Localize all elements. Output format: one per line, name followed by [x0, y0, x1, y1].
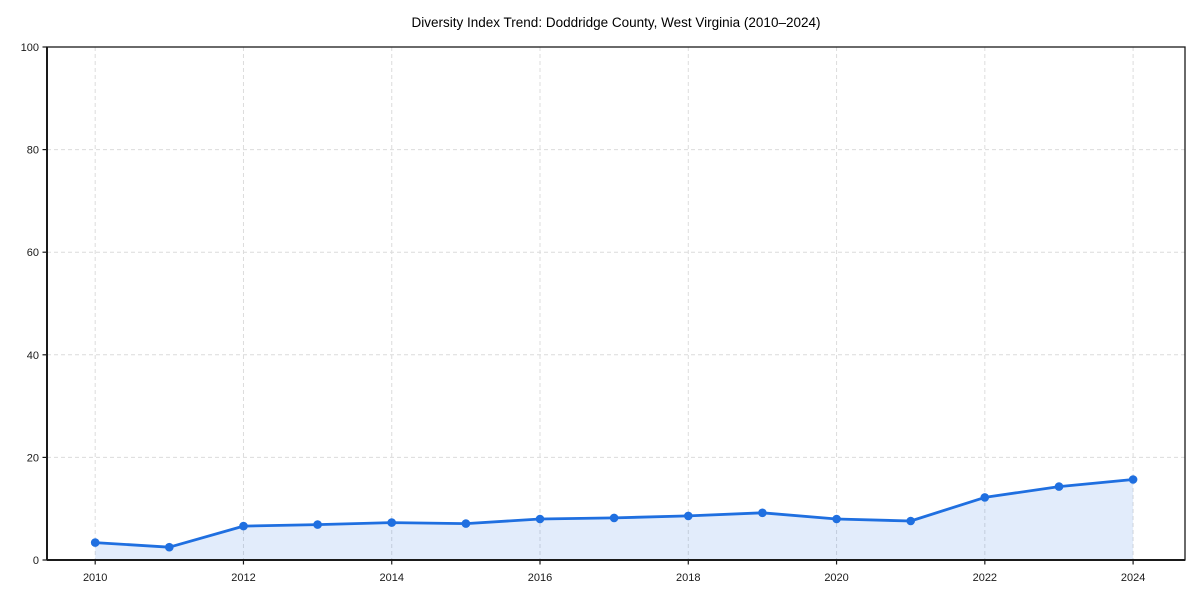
data-point: [609, 513, 619, 523]
y-tick-label: 100: [21, 42, 39, 54]
data-point: [165, 542, 174, 552]
data-point: [313, 520, 322, 529]
y-tick-label: 60: [27, 247, 39, 259]
data-point: [906, 516, 915, 526]
x-tick-label: 2018: [676, 572, 700, 584]
plot-border: [46, 46, 1186, 561]
gridlines: [47, 46, 1185, 560]
data-point: [832, 514, 841, 524]
y-tick-label: 40: [27, 350, 39, 362]
data-point: [1128, 475, 1138, 484]
x-tick-label: 2010: [83, 572, 107, 584]
data-point: [980, 493, 990, 502]
axes-frame: [46, 46, 1186, 561]
data-point-markers: [90, 475, 1138, 552]
x-tick-label: 2022: [973, 572, 997, 584]
data-point: [461, 519, 471, 528]
data-point: [684, 511, 693, 521]
data-point: [758, 508, 767, 518]
x-tick-label: 2020: [824, 572, 848, 584]
y-axis-ticks: 0 20 40 60 80 100: [21, 42, 47, 567]
x-tick-label: 2016: [528, 572, 552, 584]
data-point: [387, 518, 397, 527]
x-axis-ticks: 2010 2012 2014 2016 2018 2020 2022 2024: [83, 560, 1145, 584]
x-tick-label: 2024: [1121, 572, 1145, 584]
x-tick-label: 2014: [379, 572, 403, 584]
y-tick-label: 0: [33, 555, 39, 567]
data-point: [90, 538, 100, 547]
y-tick-label: 20: [27, 452, 39, 464]
x-tick-label: 2012: [231, 572, 255, 584]
chart-title: Diversity Index Trend: Doddridge County,…: [412, 15, 821, 30]
data-point: [239, 521, 248, 531]
data-point: [1054, 482, 1064, 491]
data-point: [535, 514, 545, 524]
y-tick-label: 80: [27, 145, 39, 157]
